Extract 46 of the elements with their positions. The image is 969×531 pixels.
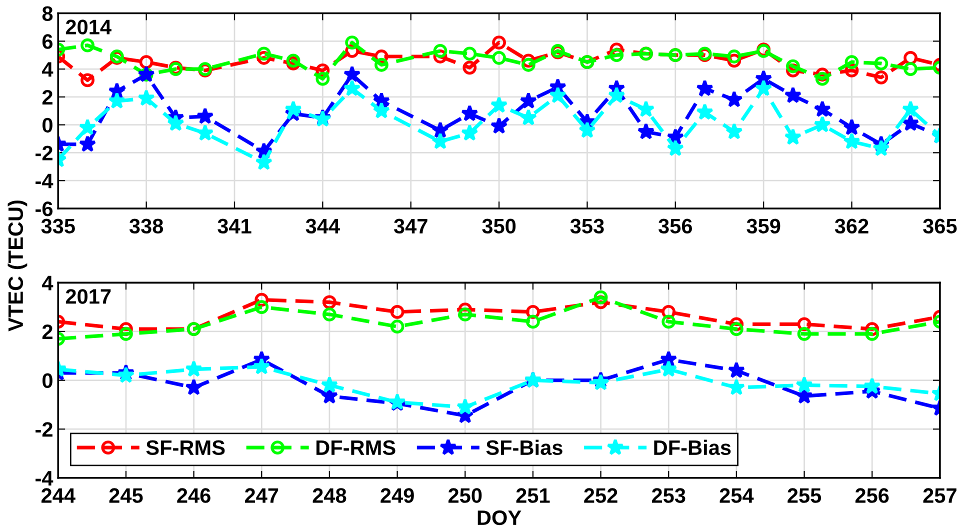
x-tick-label: 253 (652, 488, 686, 503)
x-tick-label: 359 (746, 218, 780, 234)
y-tick-label: -4 (36, 174, 54, 188)
x-tick-label: 356 (658, 218, 692, 234)
x-tick-label: 255 (788, 488, 822, 503)
x-tick-label: 249 (380, 488, 414, 503)
y-tick-label: -2 (36, 422, 52, 437)
x-tick-label: 338 (129, 218, 164, 234)
x-tick-label: 335 (41, 218, 75, 234)
x-tick-label: 248 (312, 488, 346, 503)
x-tick-label: 257 (923, 488, 956, 503)
x-tick-label: 353 (570, 218, 604, 234)
y-tick-label: 2 (42, 324, 52, 340)
x-tick-label: 341 (218, 218, 252, 234)
x-tick-label: 347 (394, 218, 428, 234)
x-tick-label: 251 (516, 488, 550, 503)
x-tick-label: 362 (834, 218, 868, 234)
x-tick-label: 244 (41, 488, 76, 503)
x-tick-label: 365 (923, 218, 957, 234)
x-tick-label: 247 (244, 488, 278, 503)
y-tick-label: -2 (36, 146, 52, 160)
y-tick-label: 2 (42, 90, 52, 104)
legend-label: SF-Bias (486, 440, 562, 456)
x-tick-label: 252 (584, 488, 618, 503)
y-tick-label: 0 (42, 118, 52, 133)
x-tick-label: 344 (306, 218, 340, 234)
x-tick-label: 256 (855, 488, 889, 503)
x-axis-title: DOY (478, 510, 522, 526)
chart-title: 2017 (66, 289, 111, 304)
y-tick-label: 0 (42, 373, 52, 388)
y-tick-label: 4 (42, 62, 54, 77)
y-tick-label: 4 (42, 276, 54, 290)
legend-label: DF-Bias (654, 440, 731, 456)
x-tick-label: 254 (720, 488, 754, 503)
y-tick-label: -4 (36, 471, 54, 486)
legend-label: SF-RMS (146, 440, 225, 456)
x-tick-label: 350 (482, 218, 516, 234)
y-tick-label: 8 (42, 6, 53, 22)
x-tick-label: 246 (177, 488, 210, 503)
x-tick-label: 250 (448, 488, 482, 503)
chart-title: 2014 (66, 20, 112, 34)
y-axis-title: VTEC (TECU) (8, 200, 28, 332)
x-tick-label: 245 (109, 488, 143, 503)
legend-label: DF-RMS (316, 440, 396, 456)
y-tick-label: 6 (42, 34, 53, 49)
y-tick-label: -6 (36, 201, 53, 216)
